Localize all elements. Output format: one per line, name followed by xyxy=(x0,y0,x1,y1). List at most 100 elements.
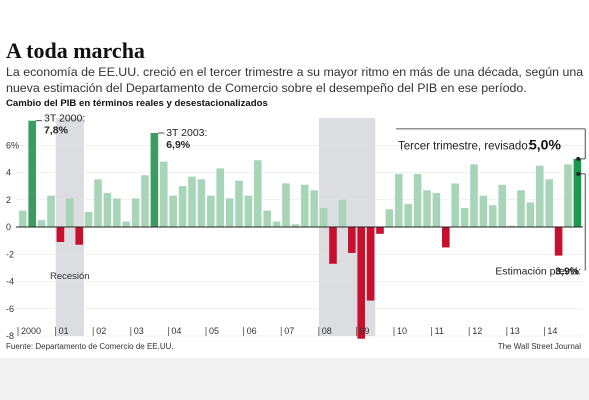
y-tick-label: 2 xyxy=(6,195,11,205)
bar xyxy=(169,195,177,227)
x-tick-label: 03 xyxy=(134,326,144,336)
bar xyxy=(470,164,478,227)
bar xyxy=(291,224,300,227)
x-tick-label: 09 xyxy=(359,326,369,336)
bar xyxy=(94,179,102,227)
bar xyxy=(498,184,506,227)
page-footer-band xyxy=(0,358,589,400)
bar xyxy=(150,132,159,227)
bar xyxy=(225,198,234,227)
bar xyxy=(254,160,262,227)
annotation-label: 3T 2003: xyxy=(166,127,207,139)
x-tick-label: 12 xyxy=(472,326,482,336)
y-tick-label: -4 xyxy=(6,277,14,287)
bar xyxy=(56,227,65,242)
y-tick-label: 4 xyxy=(6,168,11,178)
x-tick-label: 07 xyxy=(284,326,294,336)
bar xyxy=(385,209,394,227)
bars xyxy=(19,120,582,339)
bar xyxy=(66,198,74,227)
chart-title: Cambio del PIB en términos reales y dese… xyxy=(6,98,268,109)
bar xyxy=(113,198,121,227)
bar xyxy=(413,173,422,227)
bar xyxy=(37,220,46,227)
y-tick-label: -8 xyxy=(6,331,14,341)
bar xyxy=(244,195,253,227)
bar xyxy=(310,190,318,227)
bar xyxy=(357,227,365,339)
bar xyxy=(460,207,469,227)
x-tick-label: 06 xyxy=(247,326,257,336)
bar xyxy=(338,199,347,227)
bar xyxy=(28,120,36,227)
x-tick-label: 10 xyxy=(397,326,407,336)
x-tick-label: 08 xyxy=(322,326,332,336)
bar xyxy=(282,183,290,227)
annotations: 3T 2000:7,8% 3T 2003:6,9% Tercer trimestre… xyxy=(36,113,586,278)
bar xyxy=(75,227,83,245)
bar xyxy=(178,186,187,227)
x-tick-label: 05 xyxy=(209,326,219,336)
bar xyxy=(235,180,243,227)
annotation-value: 6,9% xyxy=(166,139,191,151)
bar xyxy=(366,227,375,301)
x-tick-label: 13 xyxy=(510,326,520,336)
gridlines xyxy=(16,144,583,337)
bar xyxy=(319,207,328,227)
annotation-dot xyxy=(576,171,581,176)
annotation-label: Estimación previa: xyxy=(495,266,581,278)
bar xyxy=(263,210,271,227)
bar xyxy=(376,227,384,234)
bar xyxy=(507,225,516,227)
bar xyxy=(301,184,309,227)
bar xyxy=(47,195,55,227)
bar xyxy=(517,190,525,227)
bar xyxy=(395,173,403,227)
bar xyxy=(141,175,149,227)
bar xyxy=(442,227,450,248)
x-tick-label: 02 xyxy=(96,326,106,336)
annotation-dot xyxy=(576,156,581,161)
annotation-label: 3T 2000: xyxy=(44,113,85,125)
bar xyxy=(122,221,130,227)
annotation-value: 5,0% xyxy=(529,137,561,153)
y-tick-label: -6 xyxy=(6,304,14,314)
annotation-value: 7,8% xyxy=(44,125,69,137)
bar xyxy=(188,176,196,227)
bar xyxy=(131,198,140,227)
bar xyxy=(432,192,441,227)
bar xyxy=(404,203,412,227)
recession-label: Recesión xyxy=(50,271,90,282)
bar xyxy=(554,227,563,256)
bar xyxy=(272,221,281,227)
annotation-label: Tercer trimestre, revisado: xyxy=(398,141,531,153)
bar xyxy=(103,192,112,227)
bar xyxy=(329,227,337,264)
bar xyxy=(451,183,459,227)
x-tick-label: 01 xyxy=(59,326,69,336)
bar xyxy=(216,168,224,227)
annotation-value: 3,9% xyxy=(555,266,580,278)
x-tick-labels: 2000 01 02 03 04 05 06 07 08 09 10 11 12 13 14 xyxy=(17,326,557,336)
source-note: Fuente: Departamento de Comercio de EE.U… xyxy=(6,342,174,351)
bar xyxy=(84,212,93,227)
x-tick-label: 14 xyxy=(547,326,557,336)
page-title: A toda marcha xyxy=(6,38,145,63)
x-tick-label: 04 xyxy=(171,326,181,336)
bar xyxy=(207,195,215,227)
y-tick-label: 6% xyxy=(6,140,19,150)
x-tick-label: 11 xyxy=(435,326,444,336)
bar xyxy=(479,195,488,227)
bar xyxy=(348,227,356,253)
subtitle: La economía de EE.UU. creció en el terce… xyxy=(6,65,584,95)
y-tick-label: -2 xyxy=(6,249,14,259)
credit: The Wall Street Journal xyxy=(497,342,581,351)
bar xyxy=(564,164,572,227)
bar xyxy=(19,210,27,227)
bar xyxy=(197,179,206,227)
bar xyxy=(536,165,544,227)
y-tick-labels: -8 -6 -4 -2 0 2 4 6% xyxy=(6,140,19,341)
bar xyxy=(545,179,553,227)
y-tick-label: 0 xyxy=(6,222,11,232)
